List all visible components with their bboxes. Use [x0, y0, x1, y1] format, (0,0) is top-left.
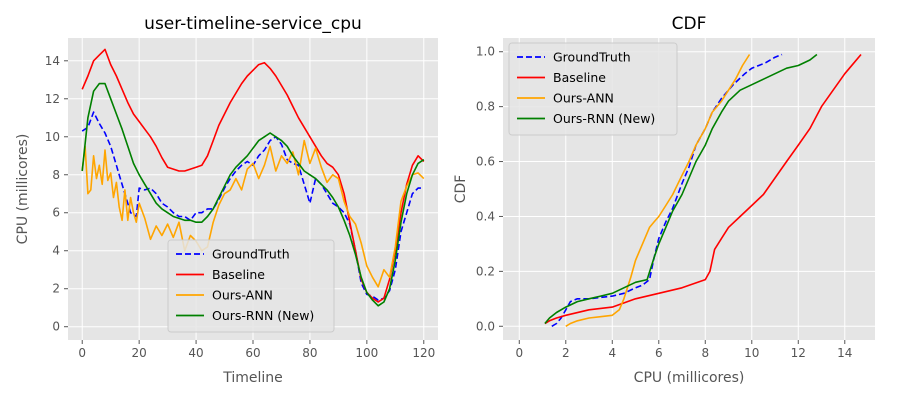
series-line-ours-rnn-new	[81, 82, 425, 307]
legend: GroundTruth Baseline Ours-ANN Ours-RNN (New…	[508, 42, 678, 136]
x-tick-label: 4	[608, 346, 616, 360]
series-line-groundtruth	[551, 53, 783, 327]
legend: GroundTruth Baseline Ours-ANN Ours-RNN (New…	[167, 239, 335, 333]
x-tick-label: 60	[245, 346, 260, 360]
y-tick-label: 6	[52, 206, 60, 220]
legend-frame	[167, 239, 335, 333]
legend-label: Baseline	[553, 70, 606, 85]
y-tick-label: 0.4	[476, 209, 495, 223]
x-tick-label: 100	[355, 346, 378, 360]
x-tick-label: 6	[655, 346, 663, 360]
series-line-ours-ann	[565, 54, 751, 327]
series-line-baseline	[544, 53, 862, 325]
legend-label: Ours-RNN (New)	[212, 308, 314, 323]
x-tick-label: 20	[132, 346, 147, 360]
legend-label: Ours-ANN	[212, 288, 273, 303]
y-tick-label: 0.8	[476, 100, 495, 114]
x-tick-label: 12	[791, 346, 806, 360]
y-tick-label: 0.6	[476, 155, 495, 169]
x-axis-label: CPU (millicores)	[634, 370, 745, 386]
x-tick-label: 120	[412, 346, 435, 360]
y-tick-label: 12	[45, 92, 60, 106]
x-tick-label: 0	[515, 346, 523, 360]
y-tick-label: 4	[52, 244, 60, 258]
y-tick-label: 0	[52, 320, 60, 334]
chart-title: user-timeline-service_cpu	[144, 14, 362, 34]
y-axis-label: CPU (millicores)	[15, 134, 31, 245]
cdf-chart: 0 2 4 6 8 10 12 14 0.0 0.2 0.4 0.6 0.8 1.0 CDF CPU (mil…	[453, 14, 875, 386]
chart-title: CDF	[672, 14, 707, 34]
y-tick-label: 0.2	[476, 264, 495, 278]
legend-frame	[508, 42, 678, 136]
legend-label: Ours-RNN (New)	[553, 111, 655, 126]
y-tick-label: 0.0	[476, 319, 495, 333]
x-tick-label: 8	[701, 346, 709, 360]
series-line-ours-rnn-new	[544, 53, 818, 325]
legend-label: GroundTruth	[553, 50, 631, 65]
legend-label: GroundTruth	[212, 247, 290, 262]
x-tick-label: 2	[562, 346, 570, 360]
series-line-ours-ann	[81, 139, 425, 288]
legend-label: Baseline	[212, 267, 265, 282]
x-tick-label: 14	[837, 346, 852, 360]
timeline-cpu-chart: 0 20 40 60 80 100 120 0 2 4 6 8 10 12 14 user-timeline-…	[15, 14, 438, 386]
y-tick-label: 1.0	[476, 45, 495, 59]
legend-label: Ours-ANN	[553, 91, 614, 106]
y-tick-label: 8	[52, 168, 60, 182]
y-axis-label: CDF	[453, 175, 469, 204]
x-tick-label: 0	[78, 346, 86, 360]
x-tick-label: 80	[302, 346, 317, 360]
x-axis-label: Timeline	[222, 370, 283, 386]
y-tick-label: 2	[52, 282, 60, 296]
y-tick-label: 10	[45, 130, 60, 144]
x-tick-label: 40	[188, 346, 203, 360]
x-tick-label: 10	[744, 346, 759, 360]
y-tick-label: 14	[45, 54, 60, 68]
